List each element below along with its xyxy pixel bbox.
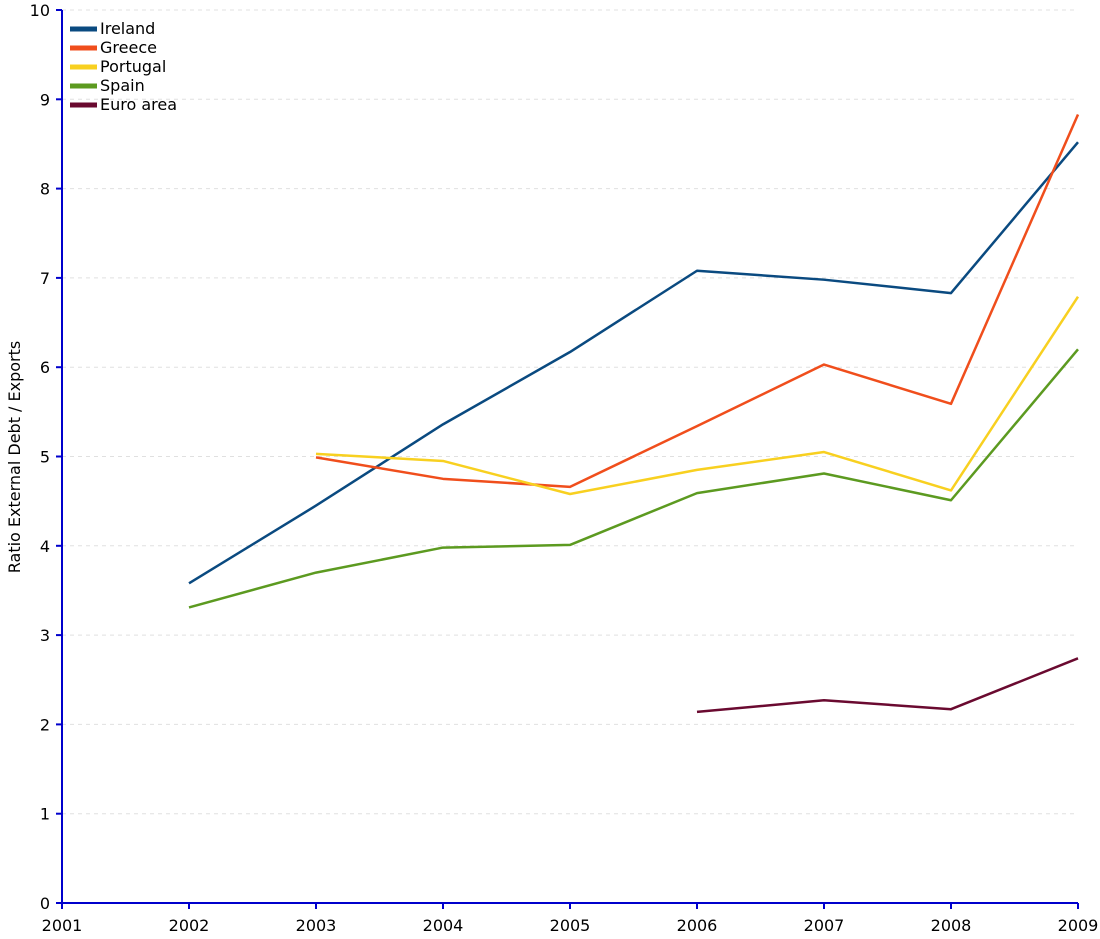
x-tick-label: 2007 (804, 916, 845, 935)
gridlines (62, 9, 1078, 815)
legend-label: Spain (100, 76, 145, 95)
y-tick-label: 2 (40, 715, 50, 734)
y-tick-label: 0 (40, 894, 50, 913)
series-lines (188, 113, 1080, 714)
y-tick-label: 5 (40, 448, 50, 467)
x-tick-label: 2004 (423, 916, 464, 935)
y-tick-label: 1 (40, 805, 50, 824)
legend-label: Euro area (100, 95, 177, 114)
y-tick-label: 4 (40, 537, 50, 556)
series-line-greece (315, 113, 1080, 489)
series-line-spain (188, 348, 1079, 609)
y-tick-label: 3 (40, 626, 50, 645)
legend-label: Greece (100, 38, 157, 57)
series-line-ireland (188, 141, 1079, 585)
series-line-euro-area (696, 657, 1079, 714)
x-tick-label: 2002 (169, 916, 210, 935)
y-tick-label: 6 (40, 358, 50, 377)
y-ticks: 0 1 2 3 4 5 6 7 8 9 10 (30, 1, 62, 913)
y-axis-title: Ratio External Debt / Exports (5, 341, 24, 574)
x-ticks: 2001 2002 2003 2004 2005 2006 2007 2008 2009 (42, 903, 1099, 935)
x-tick-label: 2008 (931, 916, 972, 935)
x-tick-label: 2003 (296, 916, 337, 935)
x-tick-label: 2001 (42, 916, 83, 935)
series-line-portugal (315, 295, 1080, 496)
legend-label: Ireland (100, 19, 155, 38)
x-tick-label: 2009 (1058, 916, 1099, 935)
y-tick-label: 9 (40, 90, 50, 109)
legend-label: Portugal (100, 57, 166, 76)
x-tick-label: 2005 (550, 916, 591, 935)
y-tick-label: 7 (40, 269, 50, 288)
x-tick-label: 2006 (677, 916, 718, 935)
y-tick-label: 8 (40, 180, 50, 199)
y-tick-label: 10 (30, 1, 50, 20)
